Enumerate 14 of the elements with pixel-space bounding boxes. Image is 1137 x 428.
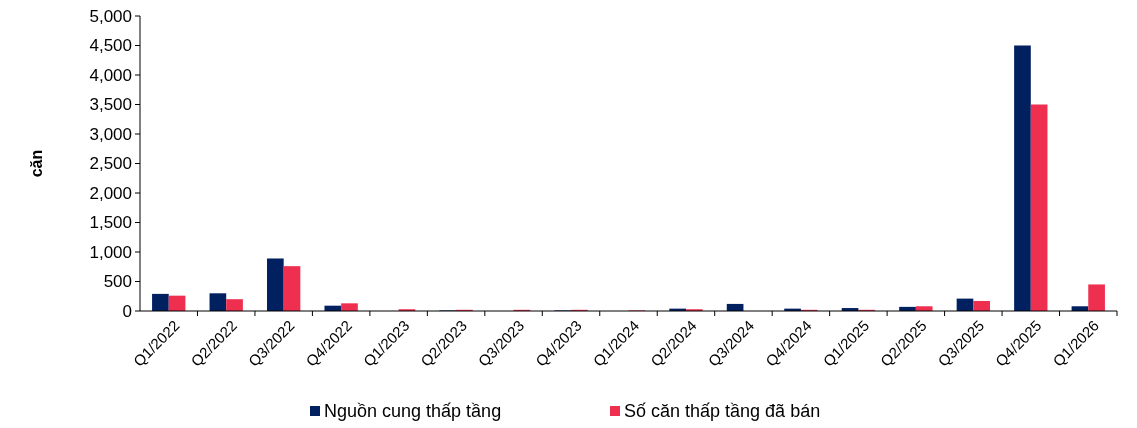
y-tick-label: 4,000	[89, 65, 132, 85]
y-tick-label: 4,500	[89, 36, 132, 56]
y-axis-title: căn	[28, 149, 45, 178]
y-tick-label: 2,000	[89, 183, 132, 203]
y-tick-label: 1,500	[89, 213, 132, 233]
y-tick-label: 3,000	[89, 124, 132, 144]
y-tick-label: 1,000	[89, 242, 132, 262]
legend-label: Số căn thấp tầng đã bán	[624, 401, 821, 422]
y-tick-label: 0	[122, 301, 132, 321]
y-tick-label: 2,500	[89, 154, 132, 174]
y-tick-label: 5,000	[89, 6, 132, 26]
y-tick-label: 3,500	[89, 95, 132, 115]
y-tick-label: 500	[103, 272, 132, 292]
legend-label: Nguồn cung thấp tầng	[324, 401, 502, 422]
